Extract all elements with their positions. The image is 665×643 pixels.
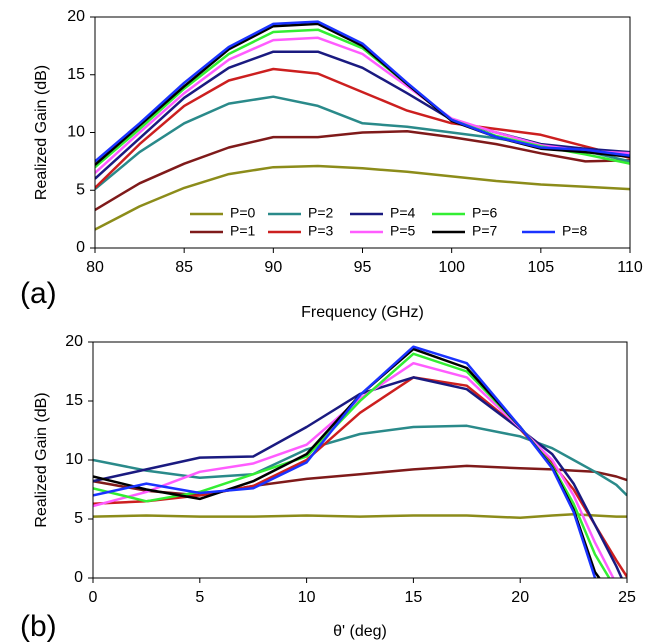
y-tick-label: 10 <box>67 124 85 141</box>
legend-label: P=7 <box>472 223 498 239</box>
x-axis-label: θ' (deg) <box>333 623 387 640</box>
y-tick-label: 0 <box>76 239 85 256</box>
y-tick-label: 5 <box>74 510 83 527</box>
series-line <box>93 376 624 578</box>
x-tick-label: 15 <box>405 589 423 606</box>
x-tick-label: 110 <box>617 259 643 276</box>
series-line <box>93 513 627 520</box>
panel-label: (b) <box>20 610 57 643</box>
y-tick-label: 5 <box>76 181 85 198</box>
y-axis-label: Realized Gain (dB) <box>33 392 50 527</box>
y-tick-label: 15 <box>65 392 83 409</box>
y-tick-label: 0 <box>74 569 83 586</box>
legend-label: P=8 <box>562 223 588 239</box>
x-tick-label: 25 <box>618 589 636 606</box>
y-tick-label: 20 <box>67 8 85 25</box>
series-line <box>95 67 630 189</box>
x-tick-label: 105 <box>527 259 554 276</box>
series-line <box>95 20 630 163</box>
x-tick-label: 5 <box>195 589 204 606</box>
series-line <box>93 352 611 578</box>
series-line <box>93 376 627 578</box>
series-line <box>95 95 630 191</box>
x-axis-label: Frequency (GHz) <box>301 304 424 321</box>
legend-label: P=3 <box>308 223 334 239</box>
legend-label: P=5 <box>390 223 416 239</box>
x-tick-label: 100 <box>438 259 465 276</box>
x-tick-label: 95 <box>354 259 372 276</box>
series-line <box>93 345 597 578</box>
plot-lines <box>95 20 630 231</box>
series-line <box>95 164 630 231</box>
x-tick-label: 0 <box>89 589 98 606</box>
legend-label: P=4 <box>390 205 416 221</box>
plot-frame <box>94 16 631 249</box>
x-tick-label: 85 <box>175 259 193 276</box>
y-tick-label: 15 <box>67 66 85 83</box>
legend-label: P=6 <box>472 205 498 221</box>
series-line <box>95 130 630 211</box>
x-tick-label: 20 <box>511 589 529 606</box>
x-tick-label: 80 <box>86 259 104 276</box>
plot-frame <box>92 341 628 579</box>
y-axis-label: Realized Gain (dB) <box>33 65 50 200</box>
panel-label: (a) <box>20 277 57 310</box>
series-line <box>93 424 627 497</box>
x-tick-label: 10 <box>298 589 316 606</box>
x-tick-label: 90 <box>264 259 282 276</box>
y-tick-label: 10 <box>65 451 83 468</box>
legend-label: P=0 <box>230 205 256 221</box>
plot-lines <box>93 345 627 578</box>
y-tick-label: 20 <box>65 333 83 350</box>
series-line <box>93 361 615 578</box>
series-line <box>93 347 601 578</box>
legend-label: P=2 <box>308 205 334 221</box>
legend-label: P=1 <box>230 223 256 239</box>
